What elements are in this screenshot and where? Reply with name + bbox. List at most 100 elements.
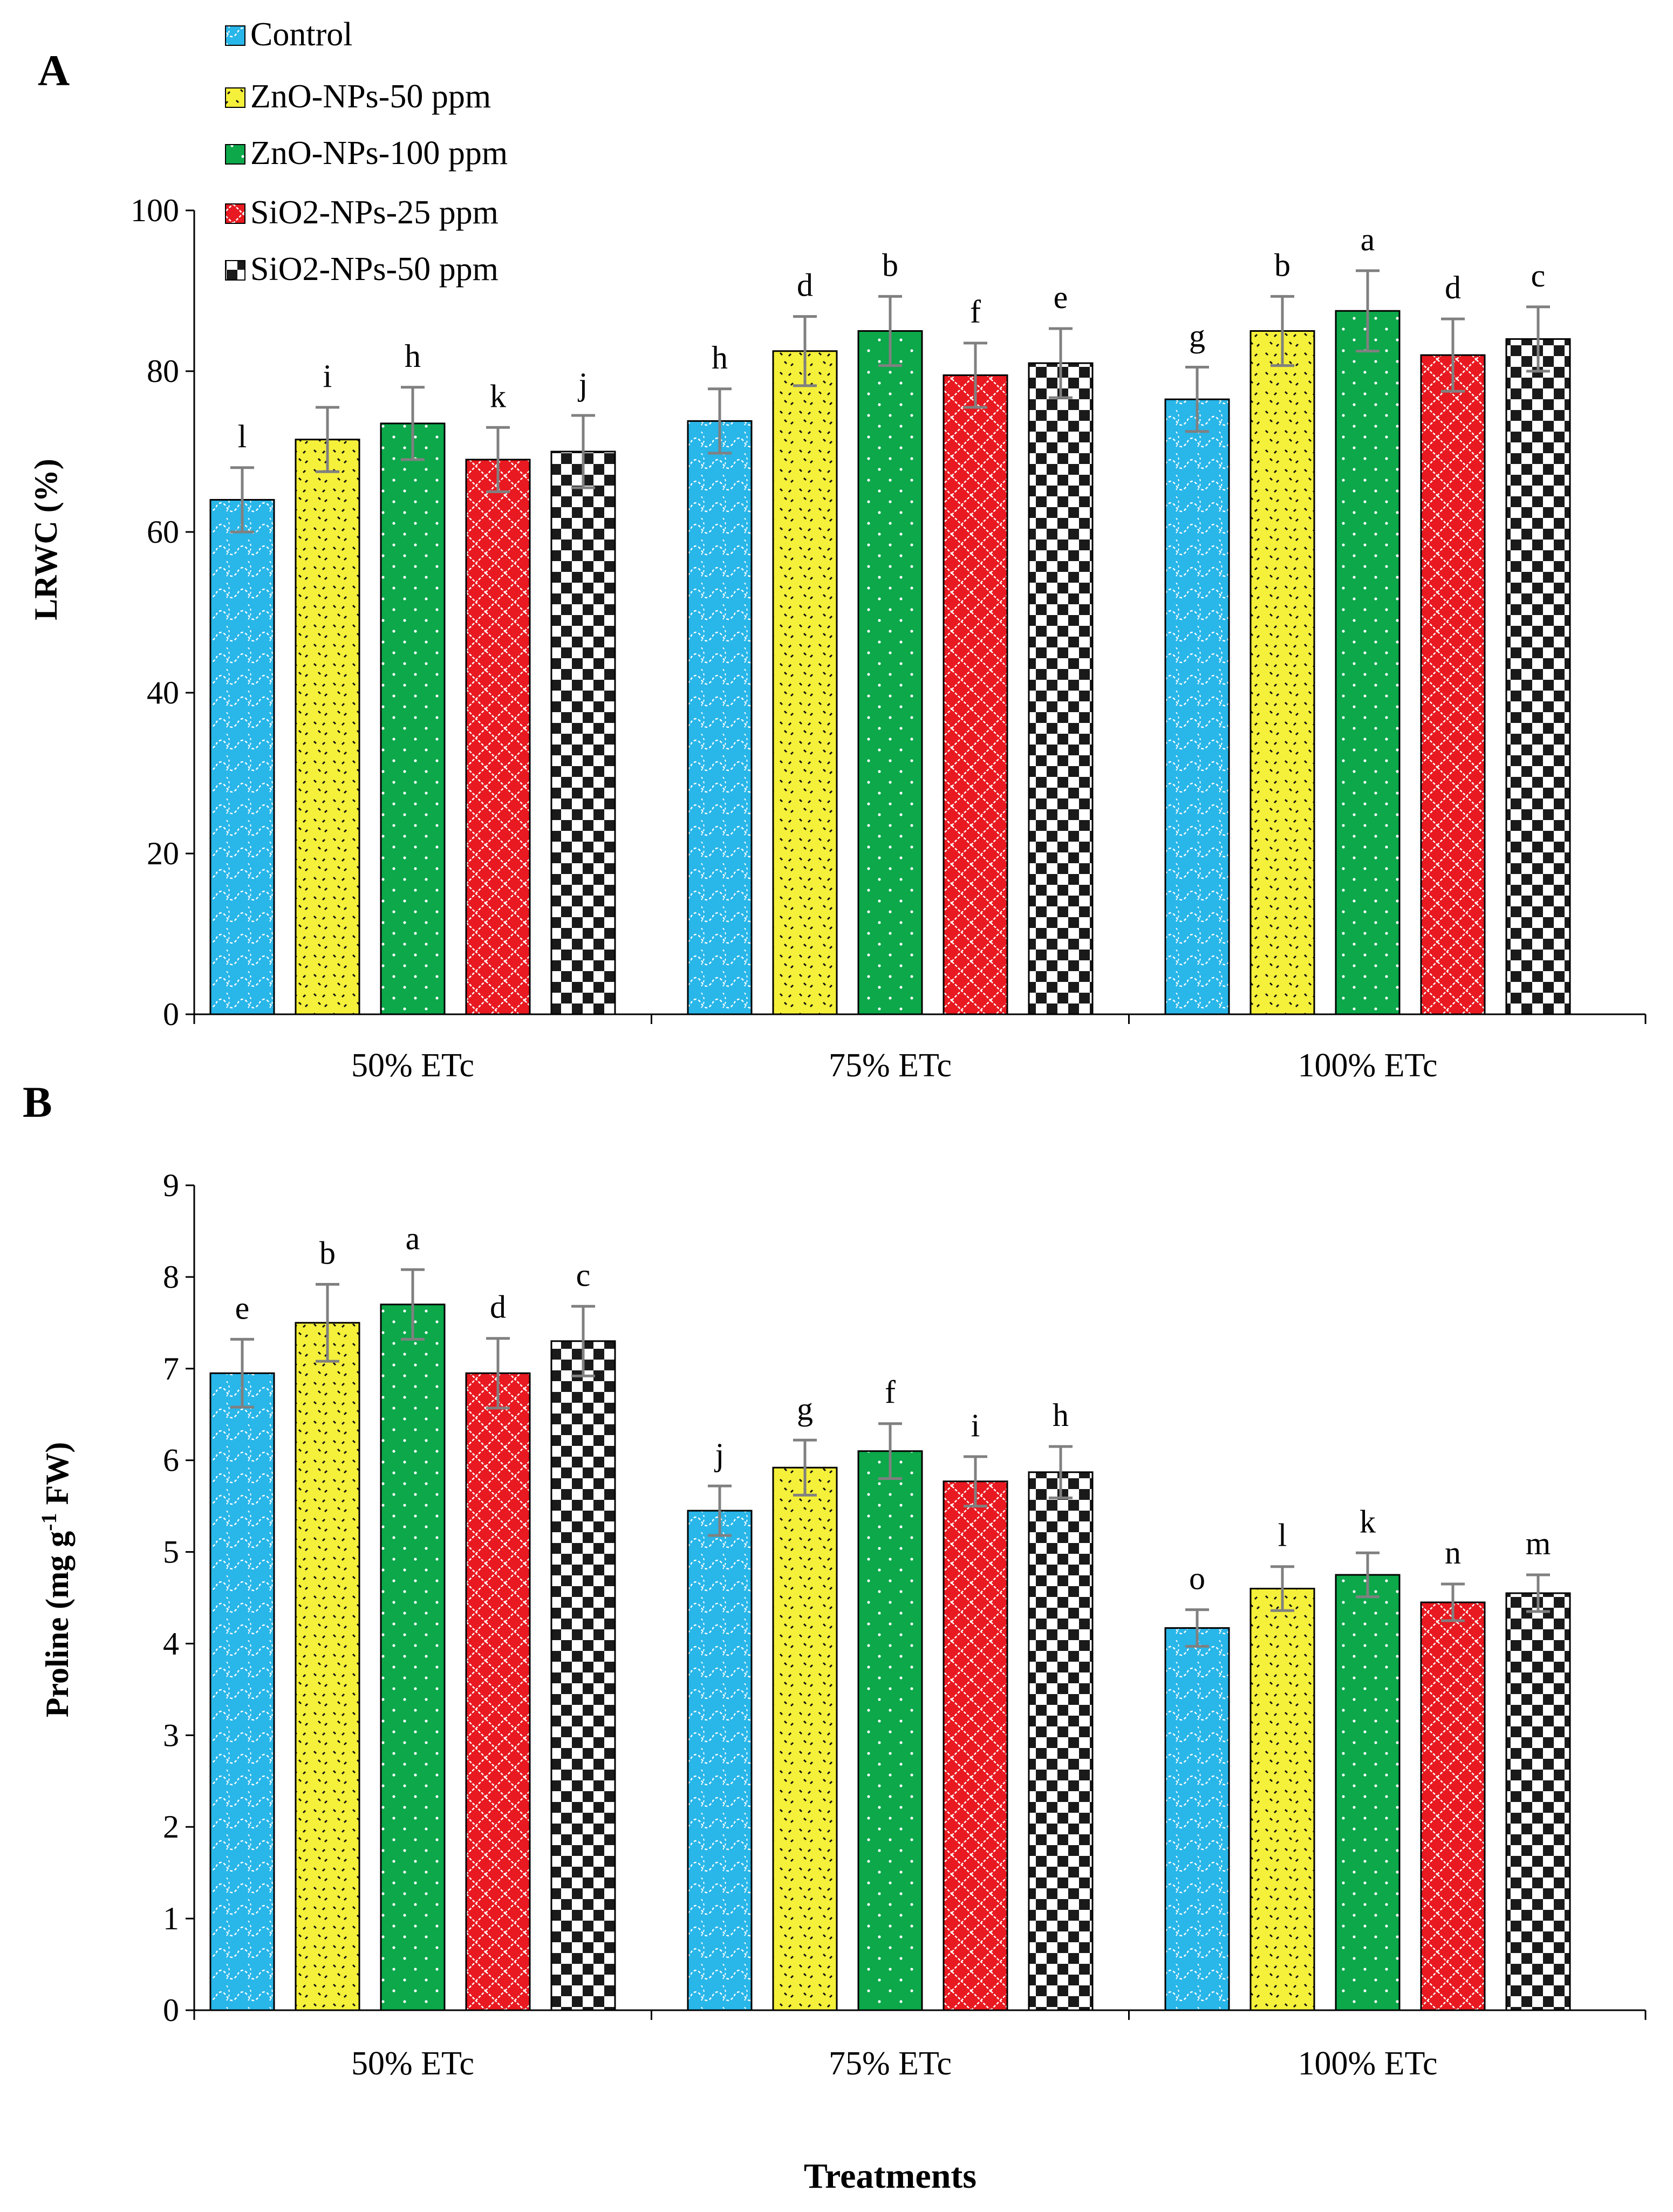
y-axis-label-b-sup: -1	[37, 1513, 61, 1531]
category-label-a: 50% ETc	[351, 1047, 474, 1084]
bar-b-zno50-2	[1249, 1588, 1315, 2011]
legend-item-zno50: ZnO-NPs-50 ppm	[225, 78, 491, 115]
y-tick-label-a: 100	[131, 193, 179, 228]
legend-item-control: Control	[225, 16, 352, 53]
panel-a: A LRWC (%) 0 20 40 60 80 100 50% ETc 75% ETc 100…	[28, 46, 1647, 1084]
legend-label-sio25: SiO2-NPs-25 ppm	[250, 194, 499, 231]
bar-b-control-1	[687, 1510, 753, 2011]
y-tick-label-a: 60	[147, 514, 179, 550]
significance-letter-a: f	[970, 294, 981, 330]
bar-a-sio50-1	[1028, 362, 1094, 1015]
bar-a-zno100-0	[380, 422, 446, 1015]
significance-letter-b: j	[714, 1437, 725, 1472]
category-label-b: 100% ETc	[1298, 2045, 1437, 2082]
panel-b: B Proline (mg g-1 FW) 0 1 2 3 4 5 6 7 8 9 50% ETc 7…	[23, 1077, 1647, 2196]
significance-letter-b: m	[1526, 1526, 1551, 1561]
category-label-a: 100% ETc	[1298, 1047, 1437, 1084]
significance-letter-a: e	[1054, 279, 1068, 315]
significance-letter-b: o	[1189, 1561, 1205, 1596]
y-tick-label-a: 20	[147, 836, 179, 871]
legend-swatch-sio50	[225, 260, 245, 281]
significance-letter-b: c	[576, 1257, 591, 1293]
y-tick-label-b: 6	[163, 1443, 179, 1478]
plot-area-a: 0 20 40 60 80 100 50% ETc 75% ETc 100% ETc l i h k j h…	[131, 193, 1647, 1084]
bar-b-sio25-2	[1420, 1601, 1486, 2011]
bar-b-zno100-0	[380, 1303, 446, 2011]
legend-item-zno100: ZnO-NPs-100 ppm	[225, 135, 508, 172]
bar-b-zno50-0	[295, 1322, 360, 2011]
category-label-b: 75% ETc	[829, 2045, 952, 2082]
significance-letter-b: f	[885, 1375, 896, 1410]
bar-a-sio50-0	[550, 450, 616, 1015]
y-tick-label-b: 3	[163, 1717, 179, 1753]
legend-label-control: Control	[250, 16, 352, 53]
y-tick-label-b: 0	[163, 1992, 179, 2028]
bar-a-sio50-2	[1505, 338, 1571, 1015]
significance-letter-b: i	[971, 1408, 980, 1443]
y-tick-label-a: 0	[163, 996, 179, 1032]
y-tick-label-b: 2	[163, 1809, 179, 1845]
bar-b-sio25-1	[943, 1480, 1008, 2011]
significance-letter-b: a	[406, 1220, 420, 1256]
significance-letter-a: g	[1189, 318, 1205, 354]
y-tick-label-a: 80	[147, 353, 179, 389]
significance-letter-b: g	[797, 1391, 813, 1426]
bar-b-control-0	[209, 1372, 275, 2011]
bar-b-sio50-0	[550, 1340, 616, 2011]
significance-letter-b: n	[1445, 1535, 1461, 1571]
bar-b-zno100-1	[857, 1450, 923, 2011]
significance-letter-a: l	[238, 419, 247, 454]
legend-label-zno100: ZnO-NPs-100 ppm	[250, 135, 508, 172]
bar-a-zno50-1	[772, 350, 838, 1015]
significance-letter-b: l	[1278, 1518, 1287, 1553]
significance-letter-a: h	[712, 340, 728, 376]
significance-letter-b: d	[490, 1289, 506, 1325]
y-tick-label-b: 1	[163, 1901, 179, 1936]
y-tick-label-a: 40	[147, 675, 179, 711]
y-tick-label-b: 4	[163, 1626, 179, 1661]
legend-label-zno50: ZnO-NPs-50 ppm	[250, 78, 491, 115]
significance-letter-a: d	[1445, 270, 1461, 305]
bar-b-control-2	[1164, 1627, 1230, 2011]
significance-letter-b: h	[1053, 1397, 1069, 1433]
bar-b-sio50-2	[1505, 1592, 1571, 2011]
significance-letter-a: i	[323, 358, 332, 394]
significance-letter-b: b	[319, 1235, 336, 1271]
bar-a-control-1	[687, 420, 753, 1015]
bar-a-zno100-2	[1335, 310, 1401, 1015]
bar-a-control-2	[1164, 398, 1230, 1015]
bar-a-zno100-1	[857, 330, 923, 1015]
panel-label-a: A	[38, 46, 70, 95]
y-axis-label-b-end: FW)	[39, 1442, 75, 1513]
y-tick-label-b: 9	[163, 1168, 179, 1203]
y-tick-label-b: 7	[163, 1351, 179, 1387]
significance-letter-b: e	[235, 1290, 250, 1326]
legend-label-sio50: SiO2-NPs-50 ppm	[250, 251, 499, 288]
legend-swatch-zno100	[225, 144, 245, 165]
bar-a-zno50-0	[295, 439, 360, 1015]
bar-a-sio25-0	[465, 459, 531, 1015]
legend-swatch-control	[225, 25, 245, 46]
significance-letter-a: b	[1274, 247, 1290, 283]
plot-area-b: 0 1 2 3 4 5 6 7 8 9 50% ETc 75% ETc 100% ETc e b a d c j g f…	[163, 1168, 1647, 2082]
y-axis-label-a: LRWC (%)	[28, 459, 64, 620]
y-axis-label-b-main: Proline (mg g	[39, 1531, 75, 1718]
bar-a-zno50-2	[1249, 330, 1315, 1015]
legend-swatch-zno50	[225, 87, 245, 108]
y-tick-label-b: 5	[163, 1534, 179, 1570]
bar-b-zno100-2	[1335, 1574, 1401, 2011]
category-label-b: 50% ETc	[351, 2045, 474, 2082]
legend-item-sio25: SiO2-NPs-25 ppm	[225, 194, 499, 231]
legend-swatch-sio25	[225, 203, 245, 224]
bar-b-sio50-1	[1028, 1471, 1094, 2011]
panel-label-b: B	[23, 1077, 52, 1127]
bar-b-zno50-1	[772, 1466, 838, 2011]
significance-letter-a: a	[1361, 222, 1375, 257]
bar-a-sio25-2	[1420, 354, 1486, 1015]
significance-letter-a: j	[578, 366, 588, 402]
category-label-a: 75% ETc	[829, 1047, 952, 1084]
y-axis-label-b: Proline (mg g-1 FW)	[37, 1442, 76, 1717]
significance-letter-a: d	[797, 268, 813, 303]
significance-letter-a: b	[882, 247, 898, 283]
